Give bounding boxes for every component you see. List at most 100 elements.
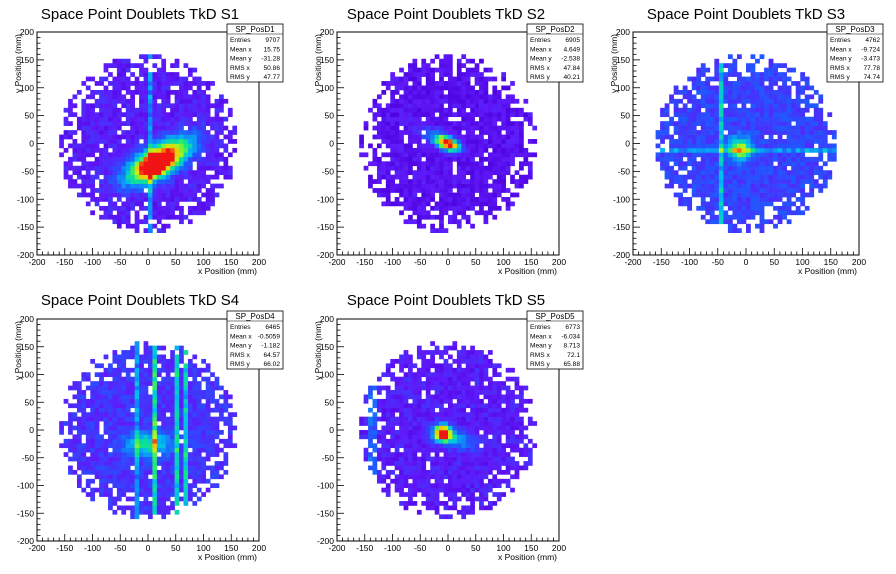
heatmap-cell [714,147,720,153]
heatmap-cell [403,179,409,184]
heatmap-cell [134,134,140,140]
heatmap-cell [412,403,418,409]
heatmap-cell [143,112,149,118]
heatmap-cell [741,161,747,167]
heatmap-cell [139,201,144,207]
heatmap-cell [736,134,742,140]
heatmap-cell [139,205,144,211]
heatmap-cell [187,496,193,502]
heatmap-cell [425,390,431,395]
heatmap-cell [759,205,765,211]
heatmap-cell [439,205,444,211]
heatmap-cell [116,183,122,189]
heatmap-cell [439,107,444,113]
heatmap-cell [399,469,404,475]
heatmap-cell [487,205,493,211]
heatmap-cell [385,461,391,466]
heatmap-cell [130,205,135,211]
heatmap-cell [130,403,135,409]
heatmap-cell [818,94,824,100]
heatmap-cell [68,430,73,435]
heatmap-cell [430,403,435,409]
heatmap-cell [408,201,413,207]
heatmap-cell [187,469,193,475]
heatmap-cell [755,121,760,126]
heatmap-cell [673,174,679,180]
heatmap-cell [201,210,207,216]
heatmap-cell [165,121,171,126]
heatmap-cell [372,412,378,417]
heatmap-cell [434,398,440,404]
stats-label: RMS y [530,74,550,81]
heatmap-cell [187,98,193,104]
heatmap-cell [130,121,135,126]
heatmap-cell [705,179,711,184]
heatmap-cell [161,156,167,162]
heatmap-cell [421,465,427,471]
heatmap-cell [152,103,158,109]
heatmap-cell [85,121,91,126]
heatmap-cell [376,478,382,484]
heatmap-cell [134,358,140,364]
heatmap-cell [746,63,751,68]
heatmap-cell [174,205,180,211]
heatmap-cell [813,179,819,184]
heatmap-cell [363,430,369,435]
heatmap-cell [430,496,435,502]
heatmap-cell [732,165,738,171]
heatmap-cell [170,434,175,440]
heatmap-cell [139,416,144,422]
heatmap-cell [416,156,422,162]
heatmap-cell [425,174,431,180]
heatmap-cell [439,223,444,229]
heatmap-cell [750,121,756,126]
heatmap-cell [116,469,122,475]
heatmap-cell [148,447,153,453]
heatmap-cell [227,134,233,140]
heatmap-cell [768,219,774,225]
heatmap-cell [179,461,184,466]
heatmap-cell [116,456,122,462]
heatmap-cell [170,152,175,158]
heatmap-cell [219,438,224,444]
heatmap-cell [390,376,396,382]
heatmap-cell [705,121,711,126]
heatmap-cell [125,381,131,386]
heatmap-cell [174,94,180,100]
heatmap-cell [483,107,489,113]
heatmap-cell [372,434,378,440]
heatmap-cell [487,112,493,118]
heatmap-cell [121,63,127,68]
heatmap-cell [782,205,787,211]
heatmap-cell [161,197,167,202]
heatmap-cell [443,201,449,207]
heatmap-cell [148,354,153,360]
heatmap-cell [479,72,484,77]
heatmap-cell [174,174,180,180]
heatmap-cell [121,58,127,64]
heatmap-cell [187,394,193,400]
heatmap-cell [183,372,189,378]
heatmap-cell [430,398,435,404]
heatmap-cell [700,201,706,207]
heatmap-cell [527,174,533,180]
heatmap-cell [214,447,220,453]
heatmap-cell [523,156,529,162]
heatmap-cell [201,421,207,426]
heatmap-cell [125,201,131,207]
heatmap-cell [223,398,229,404]
heatmap-cell [736,201,742,207]
x-tick-label: -50 [114,257,127,267]
heatmap-cell [161,407,167,413]
heatmap-cell [376,456,382,462]
heatmap-cell [777,143,783,149]
heatmap-cell [187,398,193,404]
heatmap-cell [732,98,738,104]
heatmap-cell [492,134,498,140]
heatmap-cell [112,394,118,400]
heatmap-cell [219,139,224,144]
heatmap-cell [121,170,127,176]
heatmap-cell [376,390,382,395]
heatmap-cell [103,67,109,73]
heatmap-cell [372,465,378,471]
